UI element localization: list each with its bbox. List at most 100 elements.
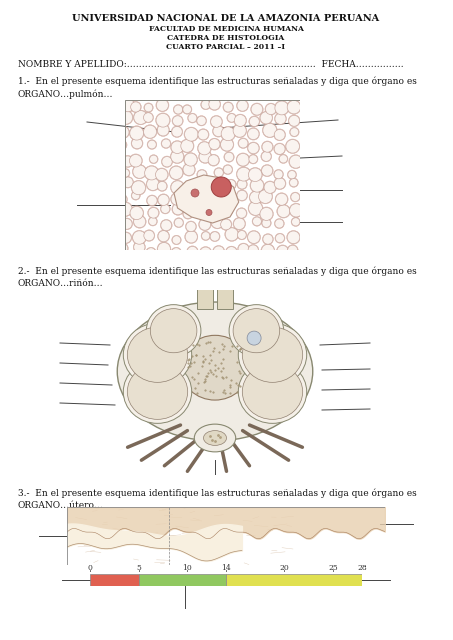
Circle shape <box>275 193 288 205</box>
Circle shape <box>149 217 157 225</box>
Circle shape <box>173 116 183 126</box>
Circle shape <box>161 220 172 231</box>
Circle shape <box>248 143 259 154</box>
Text: FACULTAD DE MEDICINA HUMANA: FACULTAD DE MEDICINA HUMANA <box>149 25 304 33</box>
Circle shape <box>288 245 298 255</box>
Circle shape <box>208 155 219 166</box>
Circle shape <box>183 164 195 175</box>
Circle shape <box>289 115 299 126</box>
Circle shape <box>261 152 271 161</box>
Circle shape <box>121 99 135 112</box>
Circle shape <box>224 152 234 162</box>
Circle shape <box>174 218 183 227</box>
Circle shape <box>173 105 183 114</box>
Circle shape <box>117 126 129 138</box>
Circle shape <box>121 169 130 177</box>
Ellipse shape <box>229 305 284 356</box>
Circle shape <box>133 231 146 244</box>
Circle shape <box>144 230 154 241</box>
Circle shape <box>172 127 182 137</box>
Circle shape <box>274 170 283 179</box>
Circle shape <box>238 244 249 254</box>
Text: 10: 10 <box>182 564 192 572</box>
Circle shape <box>287 231 300 244</box>
Circle shape <box>237 230 246 239</box>
Circle shape <box>233 218 245 230</box>
Circle shape <box>172 236 181 244</box>
Circle shape <box>161 204 170 213</box>
Circle shape <box>198 177 210 189</box>
Circle shape <box>145 166 159 180</box>
Ellipse shape <box>127 364 188 419</box>
Circle shape <box>122 156 133 167</box>
Circle shape <box>201 100 210 109</box>
Ellipse shape <box>123 360 192 423</box>
Text: 1.-  En el presente esquema identifique las estructuras señaladas y diga que órg: 1.- En el presente esquema identifique l… <box>18 76 417 99</box>
Circle shape <box>251 104 263 115</box>
Text: UNIVERSIDAD NACIONAL DE LA AMAZONIA PERUANA: UNIVERSIDAD NACIONAL DE LA AMAZONIA PERU… <box>72 14 380 23</box>
Circle shape <box>210 179 219 188</box>
Circle shape <box>147 178 159 191</box>
Circle shape <box>144 125 157 138</box>
Circle shape <box>184 127 198 141</box>
Circle shape <box>130 126 144 140</box>
Ellipse shape <box>127 327 188 382</box>
Circle shape <box>279 155 288 163</box>
Circle shape <box>132 138 143 148</box>
Circle shape <box>149 155 158 163</box>
Circle shape <box>172 204 183 215</box>
Circle shape <box>147 195 157 205</box>
Circle shape <box>221 127 235 141</box>
Circle shape <box>275 113 286 124</box>
Circle shape <box>132 191 140 200</box>
Circle shape <box>237 179 247 189</box>
Circle shape <box>198 142 211 155</box>
Ellipse shape <box>150 308 197 353</box>
Circle shape <box>117 243 128 253</box>
Circle shape <box>275 219 284 228</box>
Circle shape <box>263 234 273 244</box>
Circle shape <box>134 241 145 253</box>
Circle shape <box>200 247 212 259</box>
Circle shape <box>206 209 212 216</box>
Circle shape <box>237 100 248 111</box>
Circle shape <box>146 248 156 257</box>
Ellipse shape <box>180 335 250 400</box>
Circle shape <box>213 125 224 136</box>
Text: 28: 28 <box>357 564 367 572</box>
Circle shape <box>214 168 223 177</box>
Circle shape <box>289 156 302 168</box>
Text: 5: 5 <box>136 564 141 572</box>
Circle shape <box>187 246 198 257</box>
Circle shape <box>158 195 169 205</box>
Circle shape <box>248 231 260 243</box>
Circle shape <box>277 205 290 218</box>
Circle shape <box>202 232 210 240</box>
Circle shape <box>191 189 199 197</box>
Ellipse shape <box>242 327 303 382</box>
Circle shape <box>130 154 142 167</box>
Circle shape <box>211 177 231 197</box>
Circle shape <box>198 129 208 140</box>
Circle shape <box>158 243 170 255</box>
Ellipse shape <box>123 323 192 387</box>
Circle shape <box>286 140 299 153</box>
Circle shape <box>117 195 127 204</box>
Circle shape <box>134 216 146 228</box>
Circle shape <box>209 99 220 110</box>
Circle shape <box>259 189 272 204</box>
Circle shape <box>236 154 249 166</box>
Bar <box>90 574 139 586</box>
Circle shape <box>130 102 141 112</box>
Circle shape <box>123 177 133 188</box>
Circle shape <box>158 230 169 242</box>
Circle shape <box>197 116 206 125</box>
Bar <box>226 574 362 586</box>
Circle shape <box>277 245 288 257</box>
Text: 25: 25 <box>328 564 338 572</box>
Circle shape <box>250 191 262 204</box>
Circle shape <box>221 219 231 230</box>
Circle shape <box>120 232 131 243</box>
Circle shape <box>287 100 301 114</box>
Circle shape <box>275 101 289 115</box>
